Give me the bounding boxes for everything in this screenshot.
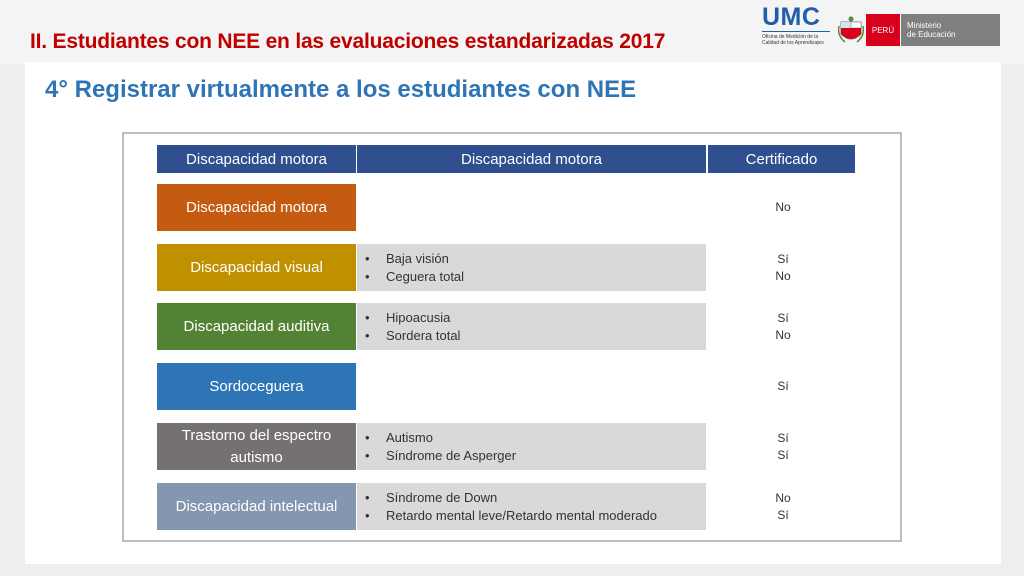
umc-logo-text: UMC <box>762 3 821 31</box>
subtype-cell: AutismoSíndrome de Asperger <box>357 423 706 470</box>
certificate-value: No <box>775 490 791 505</box>
page-title: II. Estudiantes con NEE en las evaluacio… <box>30 30 666 53</box>
subtype-item: Síndrome de Down <box>365 489 706 507</box>
subtype-item: Ceguera total <box>365 268 706 286</box>
certificate-value: No <box>775 200 791 214</box>
subtype-cell: HipoacusiaSordera total <box>357 303 706 350</box>
subtype-item: Síndrome de Asperger <box>365 447 706 465</box>
subtype-item: Sordera total <box>365 327 706 345</box>
ministry-label: Ministerio de Educación <box>900 14 1000 46</box>
subtype-item: Baja visión <box>365 250 706 268</box>
certificate-value: Sí <box>777 507 789 522</box>
certificate-cell: No Sí <box>708 483 858 530</box>
ministry-line-1: Ministerio <box>907 21 942 30</box>
category-cell: Discapacidad visual <box>157 244 356 291</box>
umc-logo: UMC Oficina de Medición de la Calidad de… <box>762 4 832 58</box>
certificate-value: Sí <box>777 430 789 445</box>
category-cell: Discapacidad auditiva <box>157 303 356 350</box>
certificate-value: Sí <box>777 251 789 266</box>
subtype-cell: Síndrome de DownRetardo mental leve/Reta… <box>357 483 706 530</box>
section-subtitle: 4° Registrar virtualmente a los estudian… <box>45 76 637 103</box>
category-cell: Discapacidad intelectual <box>157 483 356 530</box>
table-header-subtype: Discapacidad motora <box>357 145 706 173</box>
umc-logo-subtitle-1: Oficina de Medición de la <box>762 34 819 40</box>
certificate-cell: Sí No <box>708 303 858 350</box>
table-header-category: Discapacidad motora <box>157 145 356 173</box>
certificate-value: Sí <box>777 379 789 393</box>
subtype-item: Retardo mental leve/Retardo mental moder… <box>365 507 706 525</box>
category-cell: Discapacidad motora <box>157 184 356 231</box>
peru-label: PERÚ <box>866 14 900 46</box>
certificate-cell: Sí Sí <box>708 423 858 470</box>
subtype-item: Autismo <box>365 429 706 447</box>
ministry-logo: PERÚ Ministerio de Educación <box>866 14 1000 46</box>
category-cell: Sordoceguera <box>157 363 356 410</box>
certificate-value: No <box>775 268 791 283</box>
subtype-cell: Baja visiónCeguera total <box>357 244 706 291</box>
certificate-cell: Sí <box>708 363 858 410</box>
certificate-value: Sí <box>777 310 789 325</box>
table-header-certificate: Certificado <box>708 145 855 173</box>
certificate-value: Sí <box>777 447 789 462</box>
umc-logo-rule <box>762 31 830 32</box>
subtype-item: Hipoacusia <box>365 309 706 327</box>
certificate-cell: No <box>708 184 858 231</box>
certificate-cell: Sí No <box>708 244 858 291</box>
certificate-value: No <box>775 327 791 342</box>
category-cell: Trastorno del espectro autismo <box>157 423 356 470</box>
ministry-line-2: de Educación <box>907 30 956 39</box>
umc-logo-subtitle-2: Calidad de los Aprendizajes <box>762 40 824 46</box>
peru-crest-icon <box>838 16 864 43</box>
